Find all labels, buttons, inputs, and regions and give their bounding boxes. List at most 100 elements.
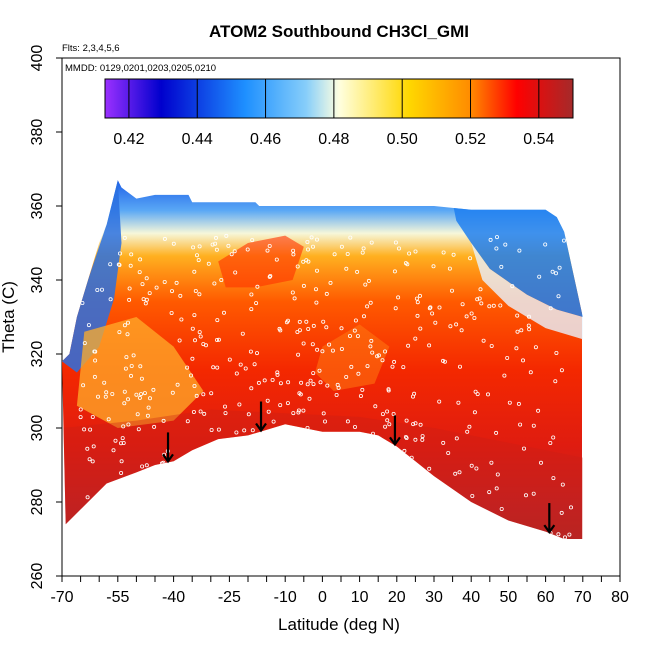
observation-point bbox=[418, 326, 423, 331]
observation-point bbox=[147, 291, 152, 296]
observation-point bbox=[216, 337, 221, 342]
observation-point bbox=[550, 269, 555, 274]
colorbar-tick-label: 0.50 bbox=[387, 131, 418, 148]
observation-point bbox=[494, 486, 499, 491]
observation-point bbox=[543, 242, 548, 247]
observation-point bbox=[373, 404, 378, 409]
observation-point bbox=[161, 418, 166, 423]
observation-point bbox=[194, 393, 199, 398]
observation-point bbox=[127, 286, 132, 291]
observation-point bbox=[454, 436, 459, 441]
observation-point bbox=[539, 460, 544, 465]
observation-point bbox=[433, 320, 438, 325]
observation-point bbox=[290, 290, 295, 295]
observation-point bbox=[502, 373, 507, 378]
observation-point bbox=[116, 262, 121, 267]
observation-point bbox=[139, 376, 144, 381]
observation-point bbox=[526, 323, 531, 328]
observation-point bbox=[420, 434, 425, 439]
observation-point bbox=[527, 327, 532, 332]
y-tick-label: 300 bbox=[29, 415, 46, 442]
observation-point bbox=[464, 314, 469, 319]
observation-point bbox=[324, 325, 329, 330]
observation-point bbox=[249, 307, 254, 312]
observation-point bbox=[415, 300, 420, 305]
observation-point bbox=[142, 391, 147, 396]
observation-point bbox=[238, 362, 243, 367]
observation-point bbox=[527, 314, 532, 319]
observation-point bbox=[567, 532, 572, 537]
down-arrow-head bbox=[255, 422, 267, 433]
observation-point bbox=[249, 386, 254, 391]
observation-point bbox=[129, 363, 134, 368]
observation-point bbox=[234, 371, 239, 376]
observation-point bbox=[475, 297, 480, 302]
dates-label: MMDD: 0129,0201,0203,0205,0210 bbox=[65, 63, 216, 74]
observation-point bbox=[190, 356, 195, 361]
observation-point bbox=[274, 257, 279, 262]
observation-point bbox=[396, 295, 401, 300]
observation-point bbox=[383, 424, 388, 429]
observation-point bbox=[143, 301, 148, 306]
observation-point bbox=[413, 336, 418, 341]
observation-point bbox=[551, 476, 556, 481]
observation-point bbox=[122, 323, 127, 328]
observation-point bbox=[310, 244, 315, 249]
observation-point bbox=[301, 283, 306, 288]
x-tick-label: 60 bbox=[537, 589, 555, 606]
observation-point bbox=[216, 427, 221, 432]
observation-point bbox=[339, 346, 344, 351]
observation-point bbox=[479, 301, 484, 306]
observation-point bbox=[470, 493, 475, 498]
observation-point bbox=[275, 372, 280, 377]
observation-point bbox=[415, 313, 420, 318]
observation-point bbox=[391, 411, 396, 416]
observation-point bbox=[152, 424, 157, 429]
observation-point bbox=[233, 270, 238, 275]
observation-point bbox=[339, 326, 344, 331]
observation-point bbox=[88, 427, 93, 432]
observation-point bbox=[478, 287, 483, 292]
observation-point bbox=[104, 390, 109, 395]
observation-point bbox=[252, 362, 257, 367]
observation-point bbox=[201, 342, 206, 347]
observation-point bbox=[498, 303, 503, 308]
observation-point bbox=[209, 427, 214, 432]
observation-point bbox=[266, 409, 271, 414]
observation-point bbox=[267, 274, 272, 279]
observation-point bbox=[265, 248, 270, 253]
observation-point bbox=[352, 424, 357, 429]
observation-point bbox=[453, 471, 458, 476]
observation-point bbox=[147, 396, 152, 401]
observation-point bbox=[178, 293, 183, 298]
observation-point bbox=[314, 237, 319, 242]
observation-point bbox=[494, 235, 499, 240]
observation-point bbox=[213, 241, 218, 246]
observation-point bbox=[322, 419, 327, 424]
observation-point bbox=[360, 250, 365, 255]
observation-point bbox=[361, 246, 366, 251]
observation-point bbox=[451, 252, 456, 257]
observation-point bbox=[82, 341, 87, 346]
observation-point bbox=[339, 244, 344, 249]
x-tick-label: -25 bbox=[218, 589, 241, 606]
observation-point bbox=[380, 412, 385, 417]
observation-point bbox=[131, 353, 136, 358]
field-patch-south-upper bbox=[62, 180, 122, 373]
observation-point bbox=[368, 300, 373, 305]
observation-point bbox=[411, 422, 416, 427]
observation-point bbox=[554, 350, 559, 355]
observation-point bbox=[202, 411, 207, 416]
observation-point bbox=[278, 381, 283, 386]
observation-point bbox=[296, 408, 301, 413]
observation-point bbox=[328, 280, 333, 285]
observation-point bbox=[396, 246, 401, 251]
observation-point bbox=[215, 318, 220, 323]
observation-point bbox=[234, 430, 239, 435]
observation-point bbox=[185, 365, 190, 370]
observation-point bbox=[192, 313, 197, 318]
observation-point bbox=[295, 264, 300, 269]
observation-point bbox=[360, 387, 365, 392]
observation-point bbox=[93, 358, 98, 363]
